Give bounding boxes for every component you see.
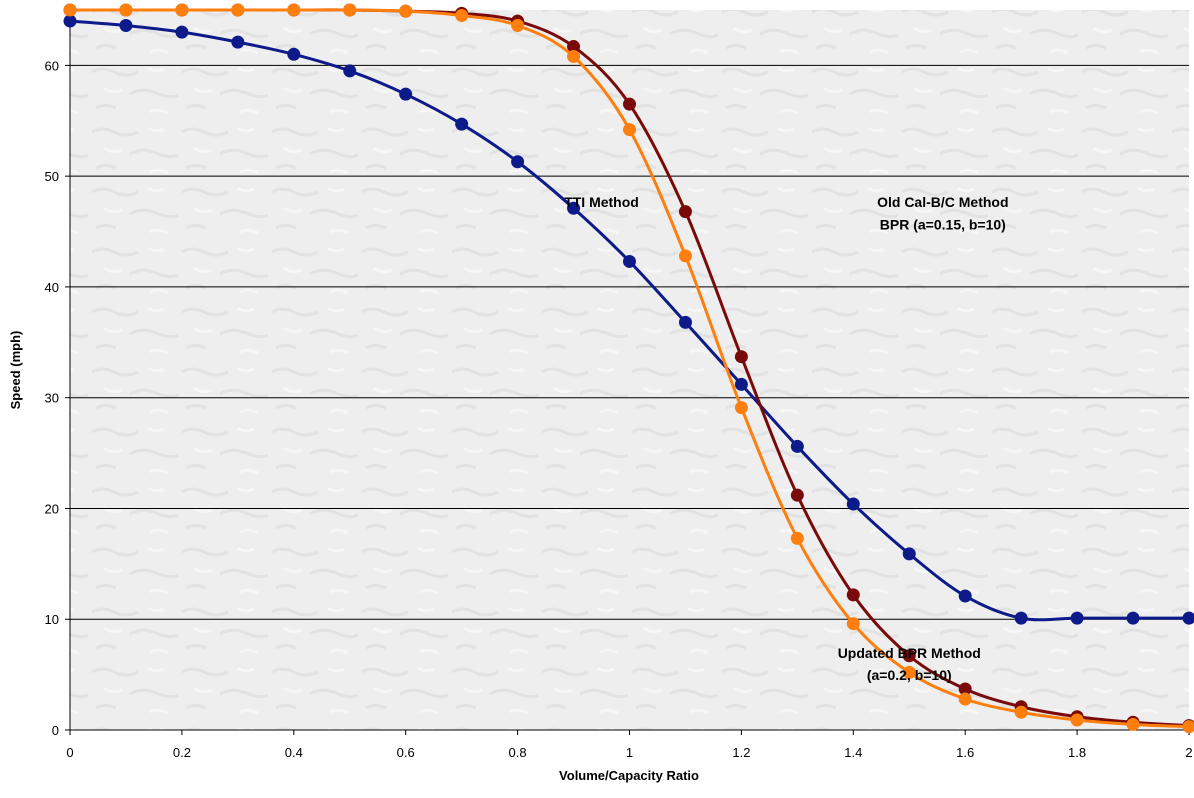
- series-1-point: [846, 497, 860, 511]
- series-3-point: [790, 531, 804, 545]
- series-3-point: [1182, 720, 1194, 734]
- series-1-point: [455, 117, 469, 131]
- series-3-point: [343, 3, 357, 17]
- x-tick-label: 2: [1185, 745, 1192, 760]
- axes: 0 10 20 30 40 50 60 0 0.2 0.4 0.6 0.8 1 1.2 1.4 1.6 1.8 2: [45, 10, 1193, 760]
- x-tick-label: 0.2: [173, 745, 191, 760]
- series-1-point: [287, 47, 301, 61]
- series-3-point: [846, 617, 860, 631]
- series-3-point: [1126, 717, 1140, 731]
- series-1-point: [511, 155, 525, 169]
- series-3-point: [902, 665, 916, 679]
- series-1: [63, 14, 1194, 625]
- series-1-point: [1070, 611, 1084, 625]
- gridlines: [70, 64, 1189, 620]
- x-tick-label: 0.4: [285, 745, 303, 760]
- series-2-point: [958, 682, 972, 696]
- series-2-point: [623, 97, 636, 111]
- series-1-point: [119, 19, 133, 33]
- series-3: [63, 3, 1194, 734]
- series-1-point: [790, 439, 804, 453]
- series-1-point: [678, 315, 692, 329]
- series-2-point: [846, 588, 860, 602]
- series-1-point: [175, 25, 189, 39]
- series-2-point: [734, 350, 748, 364]
- series-1-point: [1182, 611, 1194, 625]
- y-tick-label: 10: [45, 612, 59, 627]
- series-3-point: [958, 692, 972, 706]
- series-3-point: [231, 3, 245, 17]
- x-tick-label: 0: [66, 745, 73, 760]
- series-1-point: [231, 35, 245, 49]
- x-tick-label: 1.4: [844, 745, 862, 760]
- x-tick-label: 1: [626, 745, 633, 760]
- series-1-point: [958, 589, 972, 603]
- series-1-line: [69, 19, 1189, 622]
- series-1-point: [623, 254, 636, 268]
- y-tick-label: 50: [45, 169, 59, 184]
- series-2-point: [902, 649, 916, 663]
- series-3-point: [399, 4, 413, 18]
- x-axis-title: Volume/Capacity Ratio: [559, 768, 699, 783]
- series-3-point: [455, 9, 469, 23]
- series-2-point: [790, 488, 804, 502]
- annotation-label: BPR (a=0.15, b=10): [880, 216, 1006, 232]
- series-3-point: [175, 3, 189, 17]
- series-3-point: [567, 50, 581, 64]
- x-tick-label: 1.8: [1068, 745, 1086, 760]
- y-axis-title: Speed (mph): [8, 331, 23, 410]
- x-tick-label: 0.8: [509, 745, 527, 760]
- y-tick-label: 30: [45, 391, 59, 406]
- series-3-line: [69, 8, 1190, 729]
- series-3-point: [511, 19, 525, 33]
- series-1-point: [734, 377, 748, 391]
- series-1-point: [1126, 611, 1140, 625]
- annotation-label: Updated BPR Method: [838, 645, 981, 661]
- x-tick-label: 0.6: [397, 745, 415, 760]
- series-1-point: [567, 201, 581, 215]
- series-2-point: [567, 40, 581, 54]
- x-tick-label: 1.6: [956, 745, 974, 760]
- y-tick-label: 0: [52, 723, 59, 738]
- series-1-point: [1014, 611, 1028, 625]
- series-1-point: [399, 87, 413, 101]
- series-3-point: [623, 123, 636, 137]
- y-tick-label: 60: [45, 58, 59, 73]
- annotation-label: TTI Method: [564, 194, 639, 210]
- series-1-point: [63, 14, 77, 28]
- x-tick-label: 1.2: [732, 745, 750, 760]
- series-3-point: [63, 3, 77, 17]
- y-tick-label: 40: [45, 280, 59, 295]
- annotation-label: (a=0.2, b=10): [867, 667, 952, 683]
- y-tick-label: 20: [45, 501, 59, 516]
- series-3-point: [119, 3, 133, 17]
- series-1-point: [343, 64, 357, 78]
- series-3-point: [287, 3, 301, 17]
- series-group: [63, 3, 1194, 734]
- series-2-point: [678, 205, 692, 219]
- series-3-point: [1070, 713, 1084, 727]
- annotations: TTI Method Old Cal-B/C Method BPR (a=0.15,…: [564, 194, 1008, 683]
- annotation-label: Old Cal-B/C Method: [877, 194, 1008, 210]
- series-3-point: [678, 249, 692, 263]
- series-1-point: [902, 547, 916, 561]
- series-3-point: [1014, 705, 1028, 719]
- series-3-point: [734, 401, 748, 415]
